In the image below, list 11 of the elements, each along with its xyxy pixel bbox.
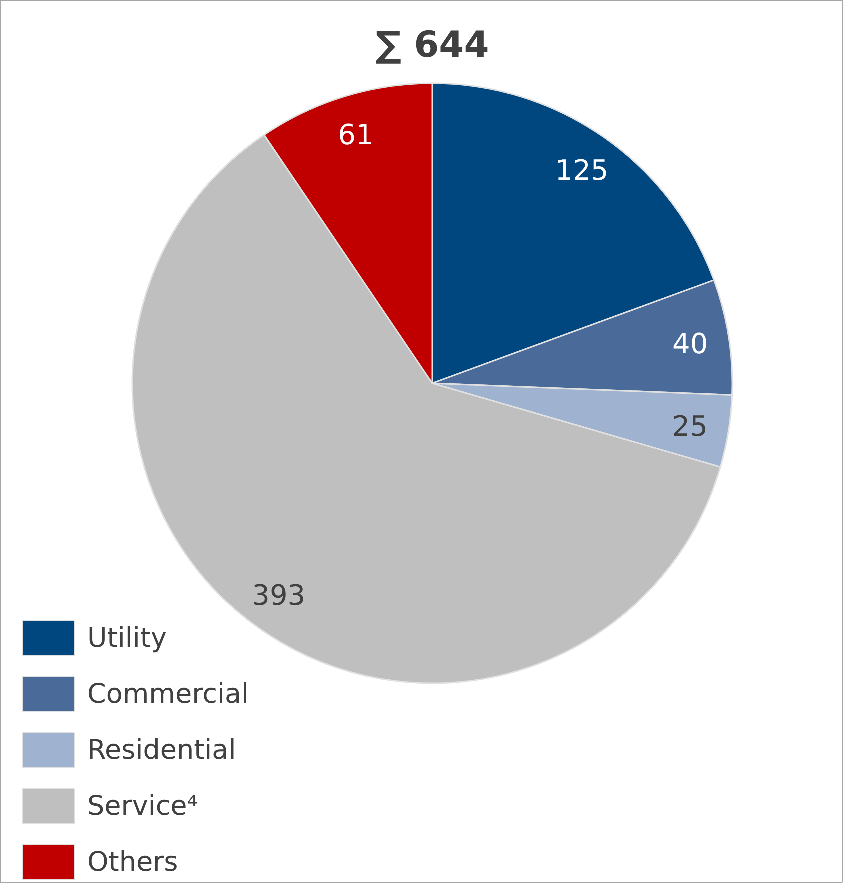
legend-label: Service⁴ (88, 791, 198, 822)
data-label: 61 (338, 118, 374, 152)
legend-label: Commercial (88, 679, 249, 710)
data-label: 25 (672, 410, 708, 443)
data-label: 40 (672, 327, 708, 360)
legend-label: Others (88, 847, 178, 878)
legend-label: Residential (88, 735, 236, 766)
legend-label: Utility (88, 623, 167, 654)
chart-title: ∑ 644 (376, 25, 490, 66)
data-label: 125 (555, 154, 609, 188)
data-label: 393 (252, 579, 306, 612)
